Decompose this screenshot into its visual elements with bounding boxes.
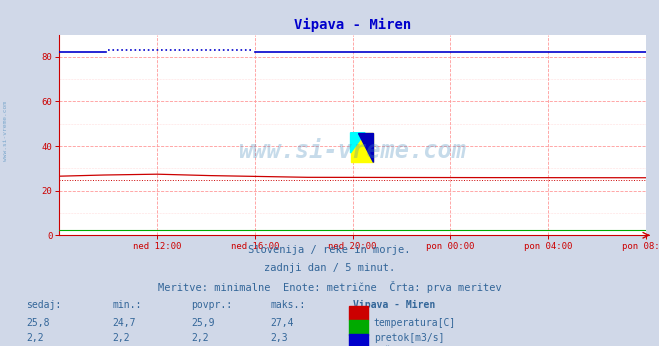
Text: maks.:: maks.: (270, 300, 305, 310)
Text: Meritve: minimalne  Enote: metrične  Črta: prva meritev: Meritve: minimalne Enote: metrične Črta:… (158, 281, 501, 293)
Text: 25,8: 25,8 (26, 318, 50, 328)
Bar (349, 334, 368, 346)
Title: Vipava - Miren: Vipava - Miren (294, 18, 411, 32)
Text: pretok[m3/s]: pretok[m3/s] (374, 333, 444, 343)
Text: 2,2: 2,2 (112, 333, 130, 343)
Text: www.si-vreme.com: www.si-vreme.com (3, 101, 8, 162)
Polygon shape (358, 133, 373, 162)
Text: min.:: min.: (112, 300, 142, 310)
Text: sedaj:: sedaj: (26, 300, 61, 310)
Text: Vipava - Miren: Vipava - Miren (353, 300, 435, 310)
Bar (351, 133, 373, 162)
Bar (349, 320, 368, 335)
Text: 25,9: 25,9 (191, 318, 215, 328)
Text: 24,7: 24,7 (112, 318, 136, 328)
Bar (349, 306, 368, 320)
Text: povpr.:: povpr.: (191, 300, 232, 310)
Text: 2,2: 2,2 (26, 333, 44, 343)
Text: 2,2: 2,2 (191, 333, 209, 343)
Text: 27,4: 27,4 (270, 318, 294, 328)
Text: 2,3: 2,3 (270, 333, 288, 343)
Text: temperatura[C]: temperatura[C] (374, 318, 456, 328)
Text: zadnji dan / 5 minut.: zadnji dan / 5 minut. (264, 263, 395, 273)
Text: www.si-vreme.com: www.si-vreme.com (239, 139, 467, 163)
Polygon shape (351, 133, 365, 153)
Text: Slovenija / reke in morje.: Slovenija / reke in morje. (248, 245, 411, 255)
